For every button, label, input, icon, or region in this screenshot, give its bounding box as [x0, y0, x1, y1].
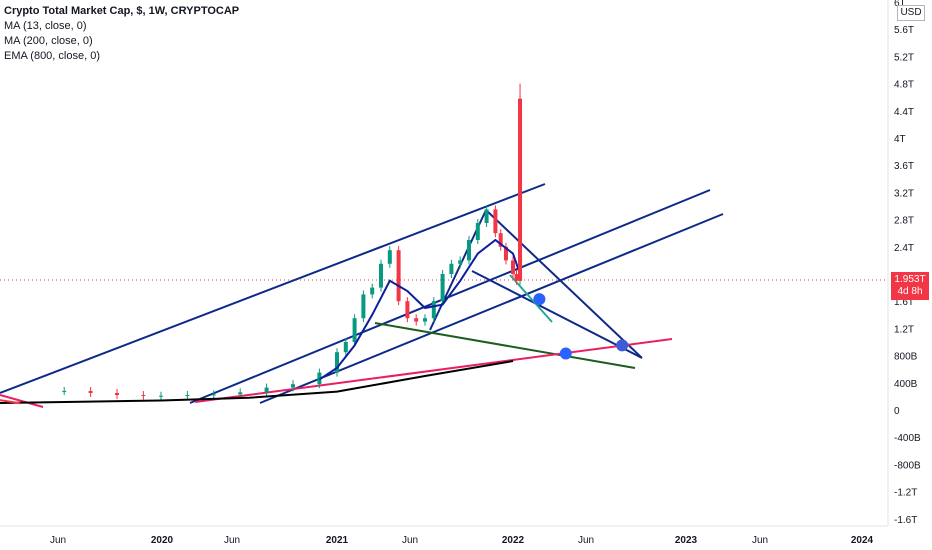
wedge-lower-line	[471, 270, 643, 359]
currency-button[interactable]: USD	[897, 5, 925, 21]
pink-stub-line	[0, 394, 44, 408]
x-tick-label: 2022	[502, 535, 525, 546]
y-tick-label: 3.6T	[894, 161, 914, 172]
y-tick-label: 3.2T	[894, 188, 914, 199]
legend-ma13: MA (13, close, 0)	[4, 20, 87, 32]
legend-title: Crypto Total Market Cap, $, 1W, CRYPTOCA…	[4, 5, 240, 17]
candle-body	[405, 301, 410, 319]
candle-body	[141, 395, 146, 397]
y-tick-label: 5.6T	[894, 25, 914, 36]
y-tick-label: 800B	[894, 352, 918, 363]
candle-body	[414, 318, 419, 322]
candle-body	[423, 318, 427, 322]
candle-body	[115, 393, 119, 396]
candle-body	[379, 263, 383, 288]
support-green-line	[374, 322, 636, 369]
y-tick-label: 2.4T	[894, 243, 914, 254]
x-tick-label: 2023	[675, 535, 698, 546]
marker-dot	[616, 339, 629, 352]
last-price-countdown: 4d 8h	[897, 286, 923, 297]
y-tick-label: 6T	[894, 0, 906, 9]
candle-body	[335, 352, 339, 373]
candle-body	[503, 246, 508, 261]
candle-body	[291, 384, 295, 388]
chart-legend: Crypto Total Market Cap, $, 1W, CRYPTOCA…	[4, 4, 239, 64]
y-tick-label: -1.2T	[894, 488, 917, 499]
support-pink-line	[194, 338, 673, 403]
y-tick-label: 4T	[894, 134, 906, 145]
y-tick-label: 0	[894, 406, 900, 417]
x-tick-label: Jun	[752, 535, 768, 546]
legend-ma200: MA (200, close, 0)	[4, 35, 93, 47]
y-tick-label: -400B	[894, 433, 921, 444]
candle-body	[514, 274, 519, 281]
marker-dot	[533, 293, 546, 306]
candle-body	[238, 392, 243, 395]
candle-body	[449, 263, 454, 274]
x-tick-label: Jun	[578, 535, 594, 546]
candle-body	[511, 260, 515, 274]
ma13-line	[318, 238, 521, 381]
channel-mid-line	[189, 189, 711, 404]
y-tick-label: 4.8T	[894, 80, 914, 91]
y-tick-label: 2.8T	[894, 216, 914, 227]
candle-body	[361, 294, 366, 319]
candle-body	[88, 390, 93, 393]
candle-body	[440, 274, 445, 302]
candle-body	[484, 209, 489, 223]
candle-body	[370, 287, 375, 295]
y-tick-label: 1.2T	[894, 324, 914, 335]
marker-dot	[559, 347, 572, 360]
candle-body	[352, 318, 357, 342]
x-tick-label: Jun	[50, 535, 66, 546]
y-tick-label: -1.6T	[894, 515, 917, 526]
channel-upper-line	[0, 183, 546, 394]
legend-ema800: EMA (800, close, 0)	[4, 50, 100, 62]
candle-body	[343, 342, 348, 353]
x-tick-label: Jun	[224, 535, 240, 546]
last-price-value: 1.953T	[894, 274, 926, 285]
y-tick-label: 5.2T	[894, 52, 914, 63]
last-price-tag: 1.953T 4d 8h	[891, 272, 929, 300]
candle-body	[185, 395, 190, 397]
candle-body	[498, 233, 503, 247]
candle-body	[493, 209, 498, 234]
spike-candle	[518, 98, 523, 281]
candle-body	[211, 394, 216, 396]
candle-body	[467, 240, 471, 261]
y-tick-label: -800B	[894, 460, 921, 471]
candle-body	[396, 250, 401, 302]
candle-body	[159, 395, 163, 397]
candle-body	[264, 387, 269, 393]
y-tick-label: 1.6T	[894, 297, 914, 308]
y-tick-label: 4.4T	[894, 107, 914, 118]
x-tick-label: 2021	[326, 535, 349, 546]
ema800-line	[0, 399, 21, 405]
x-tick-label: 2024	[851, 535, 874, 546]
candle-body	[431, 301, 436, 319]
candle-body	[458, 260, 463, 264]
candle-body	[475, 223, 480, 240]
candle-body	[62, 390, 67, 392]
candle-body	[387, 250, 392, 264]
ma200-line	[0, 360, 514, 404]
y-tick-label: 400B	[894, 379, 918, 390]
x-tick-label: 2020	[151, 535, 174, 546]
wedge-upper-line	[485, 209, 643, 359]
x-tick-label: Jun	[402, 535, 418, 546]
